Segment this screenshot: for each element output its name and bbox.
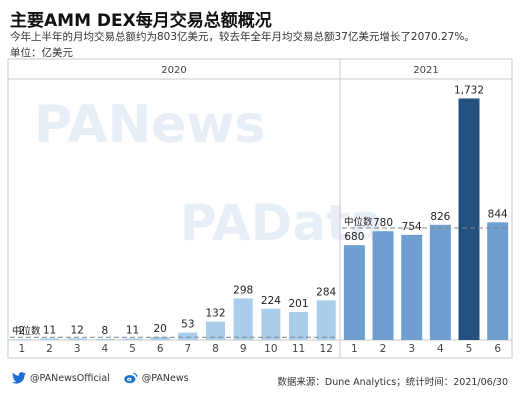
value-label-2020-5: 11 (126, 324, 139, 336)
watermark-padata: PAData (180, 194, 384, 252)
bar-2020-4 (95, 338, 115, 340)
twitter-bird-icon (12, 372, 26, 384)
weibo-icon (124, 372, 138, 384)
tick-label-2020-12: 12 (320, 343, 333, 355)
tick-label-2020-10: 10 (264, 343, 277, 355)
value-label-2020-4: 8 (102, 325, 109, 337)
tick-label-2020-2: 2 (46, 343, 53, 355)
median-label-2021: 中位数 (344, 216, 373, 228)
tick-label-2020-11: 11 (292, 343, 305, 355)
tick-label-2021-6: 6 (494, 343, 501, 355)
value-label-2021-1: 680 (344, 231, 364, 243)
tick-label-2021-4: 4 (437, 343, 444, 355)
value-label-2020-8: 132 (206, 308, 226, 320)
value-label-2021-5: 1,732 (454, 84, 484, 96)
footer-social: @PANewsOfficial @PANews (12, 372, 189, 384)
bar-2020-9 (233, 298, 253, 340)
bar-2020-10 (261, 308, 281, 340)
twitter-handle[interactable]: @PANewsOfficial (12, 372, 110, 384)
value-label-2020-1: 2 (18, 325, 25, 337)
bar-2020-12 (316, 300, 336, 340)
bar-2021-3 (401, 234, 423, 340)
tick-label-2021-3: 3 (408, 343, 415, 355)
value-label-2021-4: 826 (430, 211, 450, 223)
chart-title: 主要AMM DEX每月交易总额概况 (10, 11, 272, 31)
value-label-2020-6: 20 (153, 323, 166, 335)
bar-2020-11 (289, 311, 309, 340)
value-label-2021-6: 844 (488, 208, 508, 220)
value-label-2020-9: 298 (233, 284, 253, 296)
median-label-2020: 中位数 (12, 325, 41, 337)
tick-label-2021-1: 1 (351, 343, 358, 355)
weibo-handle[interactable]: @PANews (124, 372, 189, 384)
tick-label-2020-6: 6 (157, 343, 164, 355)
tick-label-2021-5: 5 (466, 343, 473, 355)
bar-2021-1 (343, 245, 365, 340)
tick-label-2020-3: 3 (74, 343, 81, 355)
group-label-2020: 2020 (161, 65, 186, 76)
value-label-2020-10: 224 (261, 295, 281, 307)
bar-2020-7 (178, 332, 198, 340)
chart-subtitle: 今年上半年的月均交易总额约为803亿美元，较去年全年月均交易总额37亿美元增长了… (10, 31, 475, 43)
bar-2021-6 (487, 222, 509, 340)
twitter-handle-text: @PANewsOfficial (30, 372, 110, 384)
tick-label-2020-7: 7 (185, 343, 192, 355)
bar-2020-8 (206, 321, 226, 340)
bar-2020-5 (123, 338, 143, 340)
value-label-2021-3: 754 (402, 221, 422, 233)
bar-2020-3 (67, 338, 87, 340)
value-label-2021-2: 780 (373, 217, 393, 229)
value-label-2020-11: 201 (289, 298, 309, 310)
tick-label-2020-9: 9 (240, 343, 247, 355)
weibo-handle-text: @PANews (141, 372, 189, 384)
group-label-2021: 2021 (413, 65, 438, 76)
bar-2020-6 (150, 337, 170, 340)
bar-2020-1 (12, 339, 32, 340)
tick-label-2021-2: 2 (380, 343, 387, 355)
watermark-panews: PANews (34, 95, 265, 155)
tick-label-2020-1: 1 (18, 343, 25, 355)
data-source-note: 数据来源：Dune Analytics；统计时间：2021/06/30 (277, 377, 508, 388)
value-label-2020-7: 53 (181, 319, 194, 331)
tick-label-2020-8: 8 (212, 343, 219, 355)
value-label-2020-2: 11 (43, 324, 56, 336)
value-label-2020-3: 12 (70, 324, 83, 336)
bar-2021-4 (429, 224, 451, 340)
bar-2021-2 (372, 231, 394, 340)
tick-label-2020-5: 5 (129, 343, 136, 355)
tick-label-2020-4: 4 (102, 343, 109, 355)
plot-frame (7, 58, 513, 359)
bar-2020-2 (40, 338, 60, 340)
bar-2021-5 (458, 98, 480, 341)
unit-label: 单位：亿美元 (10, 47, 73, 59)
value-label-2020-12: 284 (316, 286, 336, 298)
